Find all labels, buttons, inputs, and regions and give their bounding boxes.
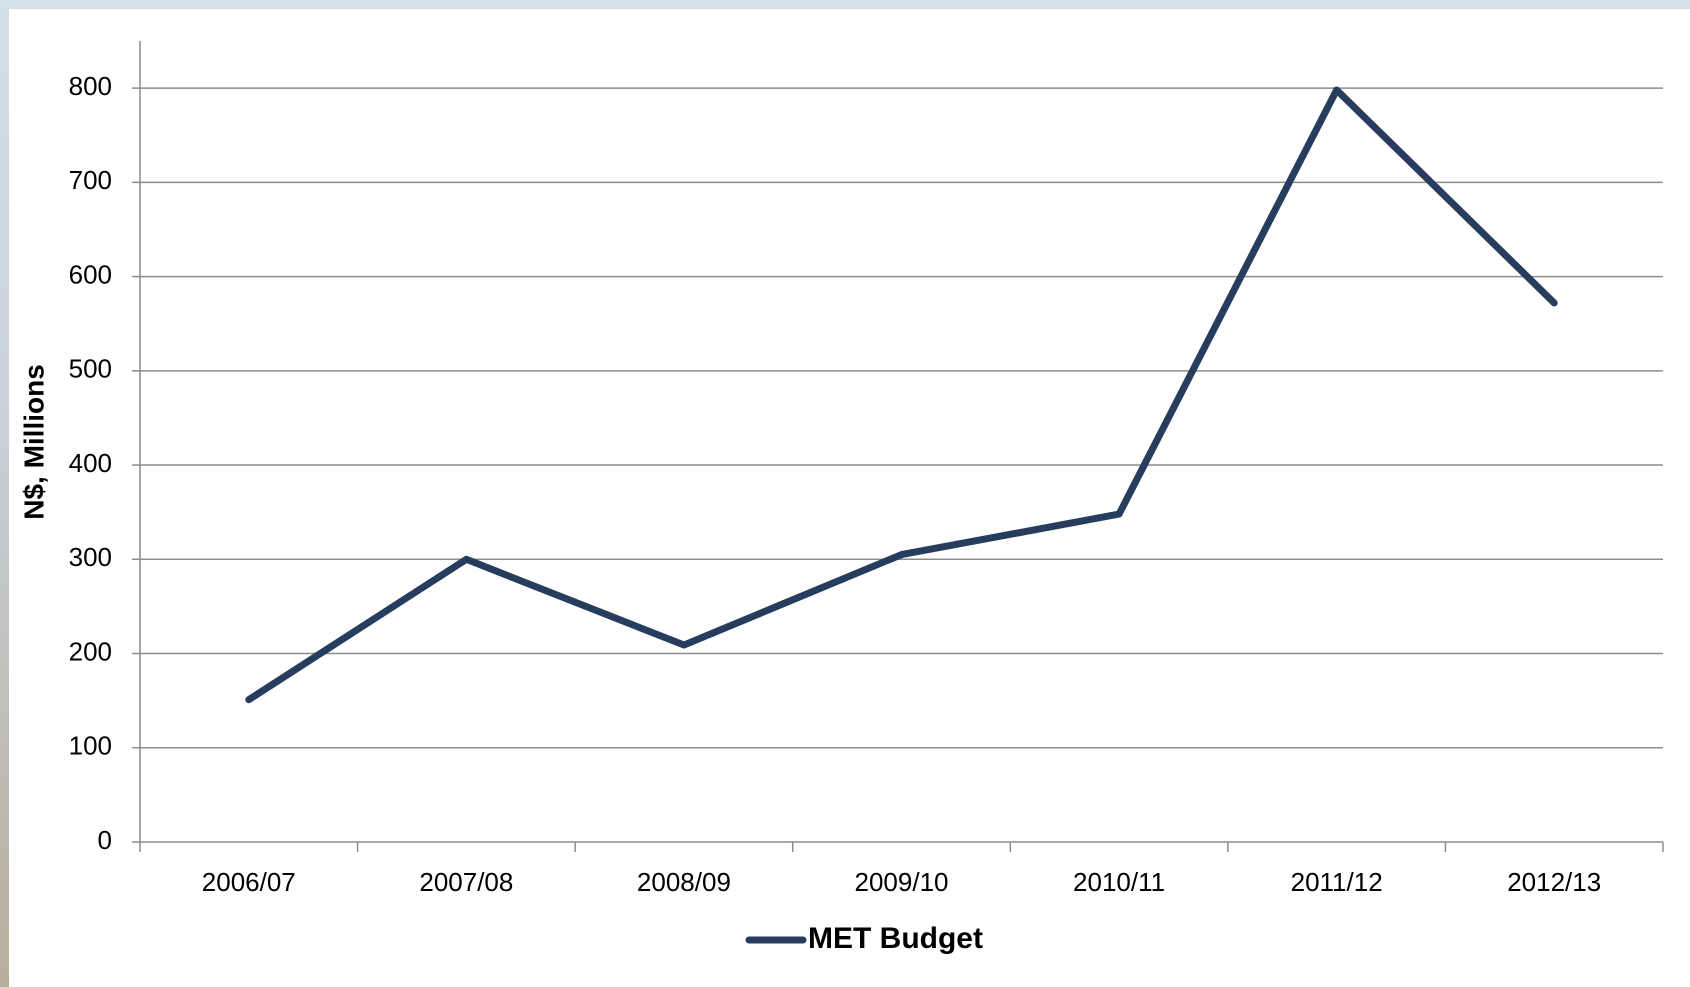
y-axis-label: N$, Millions: [18, 364, 49, 520]
x-tick-label: 2009/10: [855, 867, 949, 897]
y-tick-label: 600: [69, 259, 112, 289]
x-tick-label: 2010/11: [1073, 867, 1165, 897]
y-tick-label: 100: [69, 731, 112, 761]
x-tick-label: 2006/07: [202, 867, 296, 897]
legend-label: MET Budget: [808, 922, 983, 955]
y-tick-label: 0: [98, 825, 112, 855]
x-tick-label: 2008/09: [637, 867, 731, 897]
y-tick-label: 800: [69, 71, 112, 101]
x-tick-label: 2012/13: [1507, 867, 1601, 897]
y-tick-label: 400: [69, 448, 112, 478]
x-tick-label: 2007/08: [419, 867, 513, 897]
y-tick-label: 700: [69, 165, 112, 195]
y-tick-label: 200: [69, 636, 112, 666]
chart-panel: [9, 9, 1690, 987]
chart: N$, Millions MET Budget 0 100 200 300 400 500…: [0, 0, 1690, 987]
y-tick-label: 500: [69, 354, 112, 384]
y-tick-label: 300: [69, 542, 112, 572]
page: N$, Millions MET Budget 0 100 200 300 400 500…: [0, 0, 1690, 987]
x-tick-label: 2011/12: [1291, 867, 1383, 897]
